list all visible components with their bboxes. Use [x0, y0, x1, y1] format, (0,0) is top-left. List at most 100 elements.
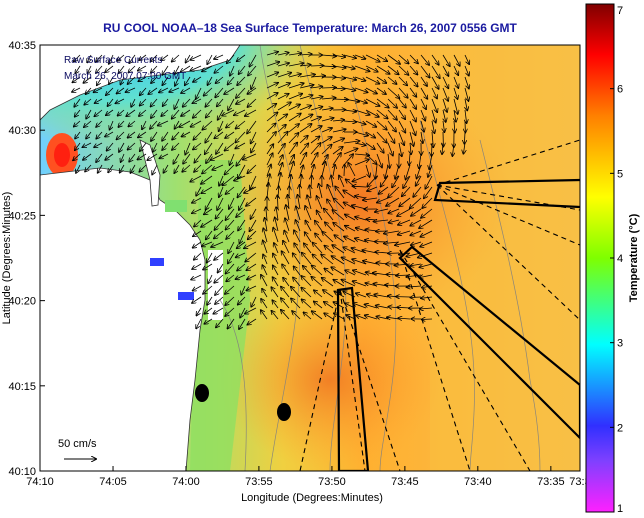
- current-vector: [365, 142, 375, 149]
- current-vector: [375, 252, 389, 253]
- current-vector: [399, 197, 411, 207]
- current-vector: [196, 318, 202, 329]
- current-vector: [288, 83, 304, 89]
- current-vector: [420, 76, 427, 86]
- current-vector: [288, 94, 302, 100]
- current-vector: [138, 76, 147, 81]
- current-vector: [193, 109, 202, 118]
- current-vector: [245, 252, 257, 262]
- current-vector: [119, 65, 125, 73]
- current-vector: [227, 54, 235, 63]
- current-vector: [465, 98, 467, 111]
- current-vector: [365, 109, 379, 117]
- current-vector: [310, 143, 321, 155]
- current-vector: [442, 76, 448, 88]
- current-vector: [392, 175, 400, 187]
- current-vector: [237, 76, 246, 85]
- current-vector: [192, 98, 202, 103]
- current-vector: [354, 131, 368, 136]
- current-vector: [321, 162, 326, 177]
- current-vector: [207, 296, 213, 305]
- current-vector: [301, 276, 312, 287]
- current-vector: [109, 54, 114, 64]
- current-vector: [343, 110, 356, 112]
- current-vector: [343, 76, 356, 80]
- current-vector: [117, 54, 125, 61]
- current-vector: [406, 164, 411, 180]
- current-vector: [235, 274, 246, 279]
- current-vector: [311, 277, 323, 287]
- colorbar-tick-label: 4: [617, 253, 623, 265]
- current-vector: [299, 114, 313, 122]
- current-vector: [303, 266, 312, 276]
- current-vector: [299, 143, 308, 155]
- current-vector: [420, 308, 433, 309]
- current-vector: [247, 98, 257, 107]
- current-vector: [367, 186, 378, 191]
- annotation-line-1: Raw Surface Currents: [64, 55, 162, 66]
- current-vector: [299, 74, 315, 77]
- current-vector: [222, 175, 235, 185]
- current-vector: [432, 142, 433, 156]
- current-vector: [431, 98, 437, 112]
- current-vector: [299, 85, 314, 89]
- current-vector: [194, 164, 202, 172]
- current-vector: [216, 76, 224, 83]
- colorbar-label: Temperature (°C): [628, 213, 640, 302]
- current-vector: [117, 87, 125, 94]
- current-vector: [331, 267, 345, 276]
- current-vector: [237, 241, 246, 248]
- current-vector: [119, 142, 125, 152]
- current-vector: [417, 164, 422, 179]
- current-vector: [239, 230, 246, 244]
- current-vector: [246, 285, 257, 291]
- current-vector: [463, 142, 465, 154]
- current-vector: [251, 142, 257, 153]
- current-vector: [219, 175, 224, 186]
- current-vector: [365, 65, 378, 72]
- current-vector: [310, 126, 322, 133]
- current-vector: [312, 311, 323, 320]
- current-vector: [442, 98, 447, 112]
- current-vector: [410, 197, 422, 208]
- current-vector: [277, 73, 291, 78]
- current-vector: [387, 87, 400, 98]
- current-vector: [381, 175, 389, 187]
- current-vector: [128, 131, 136, 138]
- current-vector: [321, 55, 336, 56]
- current-vector: [324, 302, 334, 309]
- current-vector: [327, 199, 334, 210]
- current-vector: [442, 142, 443, 154]
- current-vector: [294, 266, 301, 276]
- y-tick-label: 40:20: [8, 296, 36, 308]
- current-vector: [284, 231, 290, 243]
- current-vector: [365, 87, 377, 94]
- current-vector: [219, 186, 224, 197]
- current-vector: [420, 65, 430, 78]
- current-vector: [442, 65, 449, 76]
- current-vector: [348, 163, 356, 177]
- current-vector: [86, 131, 92, 139]
- current-vector: [403, 175, 411, 188]
- x-tick-label: 74:05: [99, 476, 127, 488]
- current-vector: [138, 131, 147, 138]
- current-vector: [321, 66, 336, 67]
- current-vector: [283, 241, 290, 254]
- current-vector: [431, 54, 439, 65]
- current-vector: [266, 62, 279, 67]
- current-vector: [211, 241, 224, 247]
- current-vector: [218, 263, 224, 273]
- current-vector: [398, 131, 404, 145]
- current-vector: [72, 87, 81, 92]
- colorbar-tick-label: 3: [617, 338, 623, 350]
- current-vector: [239, 318, 246, 329]
- current-vector: [128, 65, 136, 73]
- x-tick-label: 73:3: [569, 476, 590, 488]
- current-vector: [398, 219, 411, 225]
- x-tick-label: 73:45: [391, 476, 419, 488]
- current-vector: [375, 208, 389, 212]
- current-vector: [283, 278, 290, 287]
- current-vector: [244, 186, 257, 193]
- current-vector: [332, 138, 344, 144]
- current-vector: [212, 164, 224, 170]
